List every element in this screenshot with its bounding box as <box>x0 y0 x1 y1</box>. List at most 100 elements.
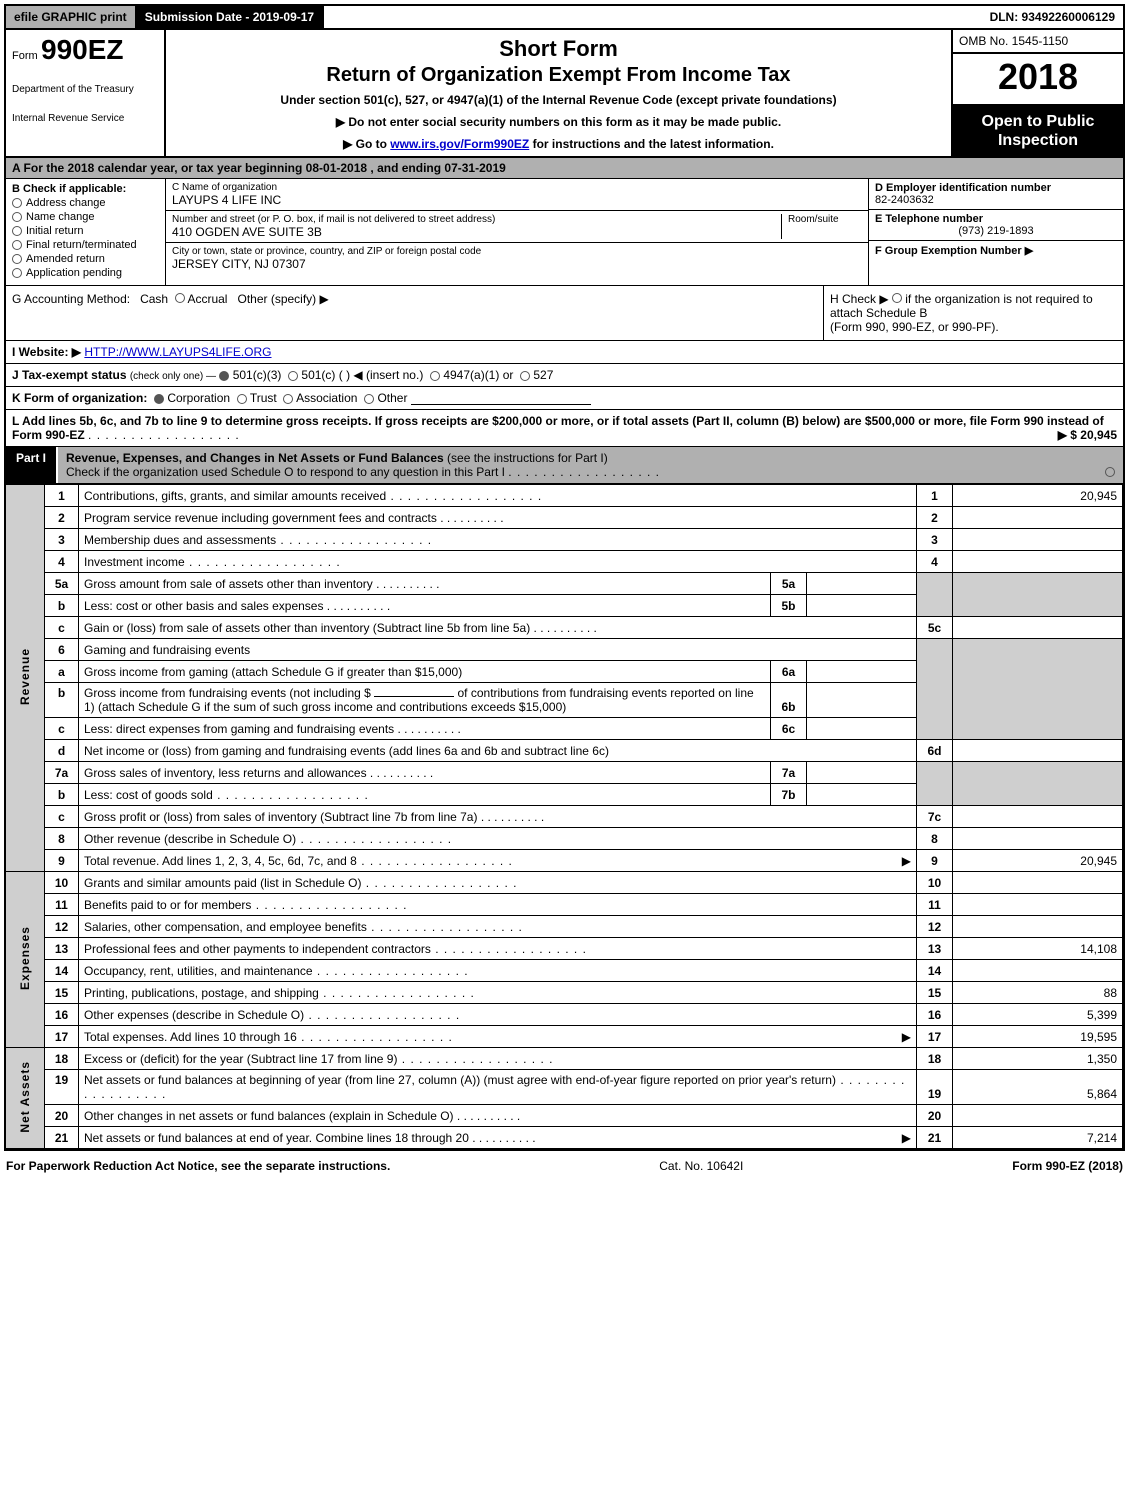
line-num: 18 <box>45 1048 79 1070</box>
line-num: 9 <box>45 850 79 872</box>
line-desc: Contributions, gifts, grants, and simila… <box>79 485 917 507</box>
table-row: 8 Other revenue (describe in Schedule O)… <box>6 828 1123 850</box>
j-tax-exempt-row: J Tax-exempt status (check only one) — 5… <box>6 364 1123 387</box>
line-num: 8 <box>45 828 79 850</box>
g-accrual: Accrual <box>187 292 227 306</box>
line-amount <box>953 1105 1123 1127</box>
i-website-link[interactable]: HTTP://WWW.LAYUPS4LIFE.ORG <box>84 345 271 359</box>
k-form-org-row: K Form of organization: Corporation Trus… <box>6 387 1123 410</box>
line-rightnum: 2 <box>917 507 953 529</box>
gh-row: G Accounting Method: Cash Accrual Other … <box>6 286 1123 341</box>
line-rightnum: 9 <box>917 850 953 872</box>
header-left: Form 990EZ Department of the Treasury In… <box>6 30 166 156</box>
row-a-end: 07-31-2019 <box>444 161 505 175</box>
l6b-blank[interactable] <box>374 696 454 697</box>
chk-application-pending[interactable]: Application pending <box>12 267 159 279</box>
chk-label: Final return/terminated <box>26 239 137 251</box>
d-ein-value: 82-2403632 <box>875 194 1117 206</box>
radio-icon <box>12 240 22 250</box>
e-phone-value: (973) 219-1893 <box>875 225 1117 237</box>
chk-final-return[interactable]: Final return/terminated <box>12 239 159 251</box>
c-street-row: Number and street (or P. O. box, if mail… <box>166 211 868 243</box>
part1-badge: Part I <box>6 447 58 483</box>
line-rightnum: 4 <box>917 551 953 573</box>
j-opt3: 4947(a)(1) or <box>443 368 513 382</box>
line-amount: 5,399 <box>953 1004 1123 1026</box>
subbox-value <box>807 718 917 740</box>
line-num: 17 <box>45 1026 79 1048</box>
line-rightnum: 1 <box>917 485 953 507</box>
line-num: 3 <box>45 529 79 551</box>
footer-right: Form 990-EZ (2018) <box>1012 1159 1123 1173</box>
table-row: 20 Other changes in net assets or fund b… <box>6 1105 1123 1127</box>
line-desc: Gross profit or (loss) from sales of inv… <box>79 806 917 828</box>
efile-print-label[interactable]: efile GRAPHIC print <box>6 6 137 28</box>
line-num: b <box>45 683 79 718</box>
line-num: 5a <box>45 573 79 595</box>
table-row: 12 Salaries, other compensation, and emp… <box>6 916 1123 938</box>
footer-left: For Paperwork Reduction Act Notice, see … <box>6 1159 390 1173</box>
subbox-label: 5b <box>771 595 807 617</box>
line-amount <box>953 529 1123 551</box>
line-num: 19 <box>45 1070 79 1105</box>
line-desc: Gross sales of inventory, less returns a… <box>79 762 771 784</box>
g-accounting: G Accounting Method: Cash Accrual Other … <box>6 286 823 340</box>
line-num: b <box>45 595 79 617</box>
table-row: 5a Gross amount from sale of assets othe… <box>6 573 1123 595</box>
footer-center: Cat. No. 10642I <box>659 1159 743 1173</box>
chk-amended-return[interactable]: Amended return <box>12 253 159 265</box>
line-desc: Occupancy, rent, utilities, and maintena… <box>79 960 917 982</box>
line-amount <box>953 960 1123 982</box>
omb-number: OMB No. 1545-1150 <box>953 30 1123 54</box>
col-def: D Employer identification number 82-2403… <box>868 179 1123 285</box>
radio-icon <box>520 371 530 381</box>
table-row: 6 Gaming and fundraising events <box>6 639 1123 661</box>
h-text3: (Form 990, 990-EZ, or 990-PF). <box>830 320 999 334</box>
d-ein-row: D Employer identification number 82-2403… <box>869 179 1123 210</box>
shade-cell <box>917 639 953 740</box>
line-num: c <box>45 806 79 828</box>
line-rightnum: 11 <box>917 894 953 916</box>
line-rightnum: 18 <box>917 1048 953 1070</box>
l-gross-receipts-row: L Add lines 5b, 6c, and 7b to line 9 to … <box>6 410 1123 447</box>
chk-name-change[interactable]: Name change <box>12 211 159 223</box>
line-desc: Gross amount from sale of assets other t… <box>79 573 771 595</box>
shade-cell <box>917 573 953 617</box>
shade-cell <box>953 639 1123 740</box>
c-name-label: C Name of organization <box>172 182 862 193</box>
k-other-blank[interactable] <box>411 393 591 405</box>
radio-icon[interactable] <box>892 293 902 303</box>
radio-icon <box>12 226 22 236</box>
table-row: 16 Other expenses (describe in Schedule … <box>6 1004 1123 1026</box>
part1-dots <box>508 465 660 479</box>
goto-suffix: for instructions and the latest informat… <box>533 137 774 151</box>
line-desc: Benefits paid to or for members <box>79 894 917 916</box>
form-prefix: Form <box>12 50 38 62</box>
g-other: Other (specify) ▶ <box>237 292 328 306</box>
line-rightnum: 3 <box>917 529 953 551</box>
part1-check-icon[interactable] <box>1105 467 1115 477</box>
form-subtitle: Under section 501(c), 527, or 4947(a)(1)… <box>174 93 943 107</box>
line-desc: Gross income from fundraising events (no… <box>79 683 771 718</box>
line-rightnum: 15 <box>917 982 953 1004</box>
line-desc: Membership dues and assessments <box>79 529 917 551</box>
chk-address-change[interactable]: Address change <box>12 197 159 209</box>
irs-link[interactable]: www.irs.gov/Form990EZ <box>390 137 529 151</box>
d-ein-label: D Employer identification number <box>875 182 1117 194</box>
line-desc: Investment income <box>79 551 917 573</box>
line-num: 1 <box>45 485 79 507</box>
chk-label: Address change <box>26 197 106 209</box>
line-desc: Other expenses (describe in Schedule O) <box>79 1004 917 1026</box>
subbox-value <box>807 661 917 683</box>
part1-header: Part I Revenue, Expenses, and Changes in… <box>6 447 1123 484</box>
line-desc: Total revenue. Add lines 1, 2, 3, 4, 5c,… <box>79 850 917 872</box>
c-city-row: City or town, state or province, country… <box>166 243 868 274</box>
radio-icon <box>12 268 22 278</box>
radio-icon <box>237 394 247 404</box>
chk-initial-return[interactable]: Initial return <box>12 225 159 237</box>
section-bcdef: B Check if applicable: Address change Na… <box>6 179 1123 286</box>
c-city-label: City or town, state or province, country… <box>172 246 862 257</box>
subbox-label: 6c <box>771 718 807 740</box>
line-amount <box>953 828 1123 850</box>
col-b-checkboxes: B Check if applicable: Address change Na… <box>6 179 166 285</box>
